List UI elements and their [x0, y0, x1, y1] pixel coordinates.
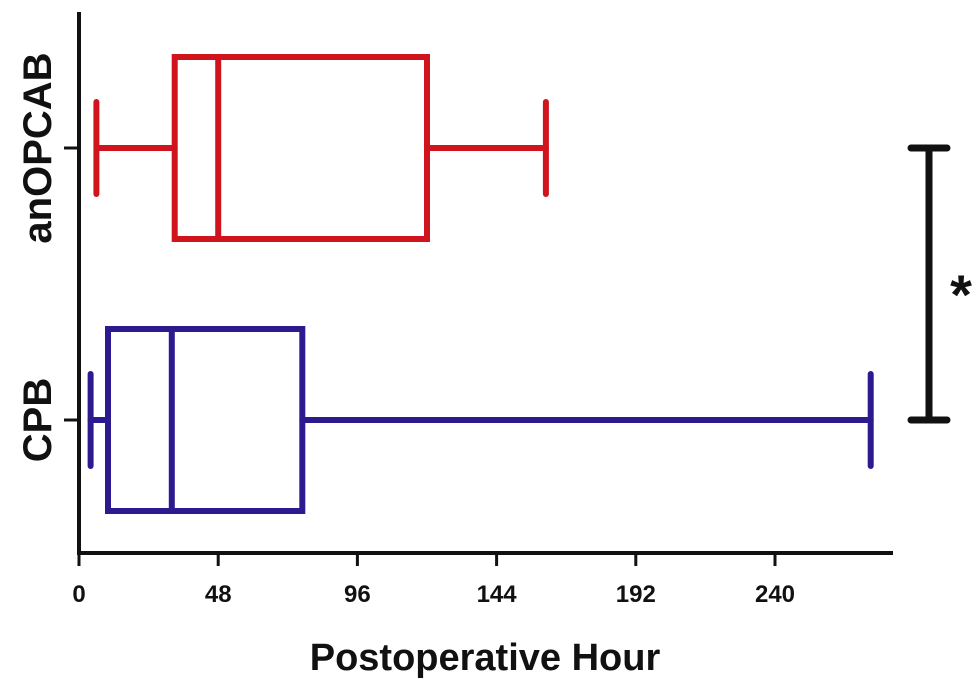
x-tick-label-240: 240 [755, 581, 795, 608]
y-ticks: anOPCAB CPB [16, 52, 79, 462]
x-tick-label-48: 48 [205, 581, 232, 608]
box-anOPCAB [93, 54, 549, 242]
y-category-label-CPB: CPB [16, 378, 60, 462]
significance-asterisk: * [950, 263, 972, 326]
significance-bracket: * [907, 144, 972, 424]
iqr-box-CPB [105, 326, 306, 514]
boxes [87, 54, 874, 514]
iqr-box-anOPCAB [171, 54, 430, 242]
x-ticks: 0 48 96 144 192 240 [72, 553, 795, 608]
y-category-label-anOPCAB: anOPCAB [16, 52, 60, 243]
x-tick-label-0: 0 [72, 581, 85, 608]
x-tick-label-192: 192 [616, 581, 656, 608]
x-tick-label-96: 96 [344, 581, 371, 608]
box-CPB [87, 326, 874, 514]
axes [77, 12, 893, 555]
x-axis-title: Postoperative Hour [310, 637, 661, 679]
x-tick-label-144: 144 [477, 581, 518, 608]
